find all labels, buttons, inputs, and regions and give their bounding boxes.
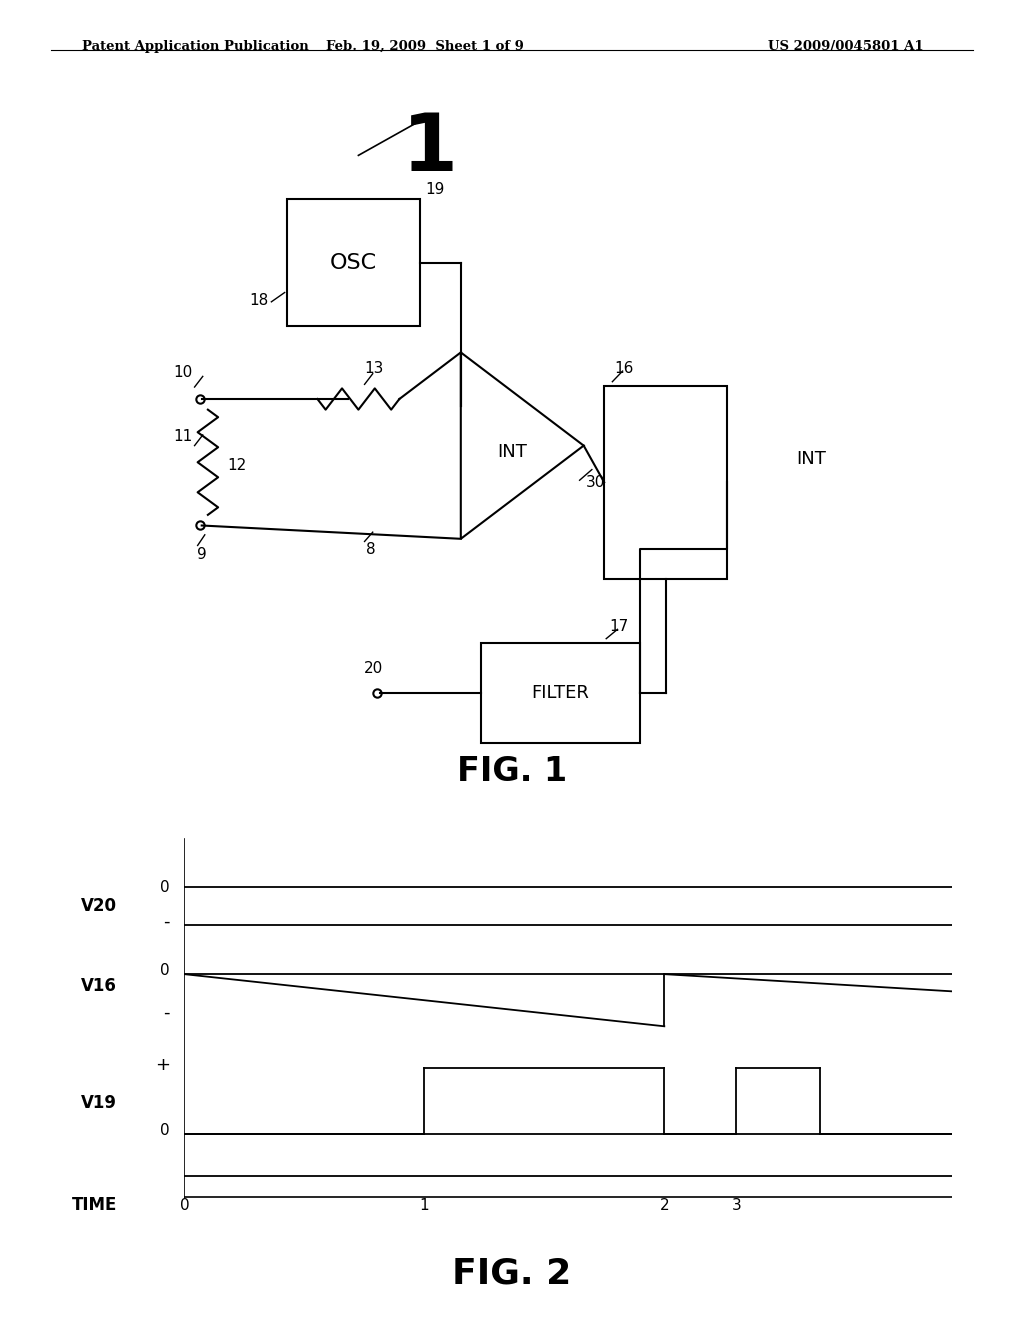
Text: OSC: OSC: [330, 252, 377, 272]
Text: 20: 20: [364, 661, 383, 676]
Text: INT: INT: [796, 450, 826, 467]
Text: 19: 19: [425, 182, 444, 198]
Text: 3: 3: [731, 1197, 741, 1213]
Text: 0: 0: [179, 1197, 189, 1213]
Text: 0: 0: [161, 1123, 170, 1138]
Text: 0: 0: [161, 879, 170, 895]
Text: V16: V16: [81, 977, 117, 995]
Text: 30: 30: [586, 475, 605, 491]
Text: Feb. 19, 2009  Sheet 1 of 9: Feb. 19, 2009 Sheet 1 of 9: [326, 40, 524, 53]
Text: 10: 10: [173, 364, 193, 380]
Text: FIG. 1: FIG. 1: [457, 755, 567, 788]
Text: 0: 0: [161, 964, 170, 978]
Text: -: -: [164, 1003, 170, 1022]
Text: 18: 18: [249, 293, 268, 308]
Text: V20: V20: [81, 898, 117, 915]
Text: V19: V19: [81, 1094, 117, 1111]
Text: 17: 17: [609, 619, 629, 634]
Text: 2: 2: [659, 1197, 669, 1213]
FancyBboxPatch shape: [604, 385, 727, 578]
Text: US 2009/0045801 A1: US 2009/0045801 A1: [768, 40, 924, 53]
Text: 13: 13: [365, 360, 384, 376]
Text: Patent Application Publication: Patent Application Publication: [82, 40, 308, 53]
Text: FIG. 2: FIG. 2: [453, 1257, 571, 1291]
Text: INT: INT: [497, 444, 527, 461]
Text: +: +: [155, 1056, 170, 1073]
Text: -: -: [164, 913, 170, 931]
Text: 12: 12: [227, 458, 247, 473]
Text: 11: 11: [173, 429, 193, 444]
FancyBboxPatch shape: [287, 199, 420, 326]
Text: 16: 16: [614, 360, 634, 376]
Polygon shape: [461, 352, 584, 539]
Text: 9: 9: [197, 548, 207, 562]
Text: 1: 1: [420, 1197, 429, 1213]
FancyBboxPatch shape: [481, 643, 640, 743]
Text: FILTER: FILTER: [531, 684, 590, 702]
Text: 1: 1: [402, 110, 458, 189]
Text: 8: 8: [366, 543, 375, 557]
Text: TIME: TIME: [72, 1196, 117, 1214]
